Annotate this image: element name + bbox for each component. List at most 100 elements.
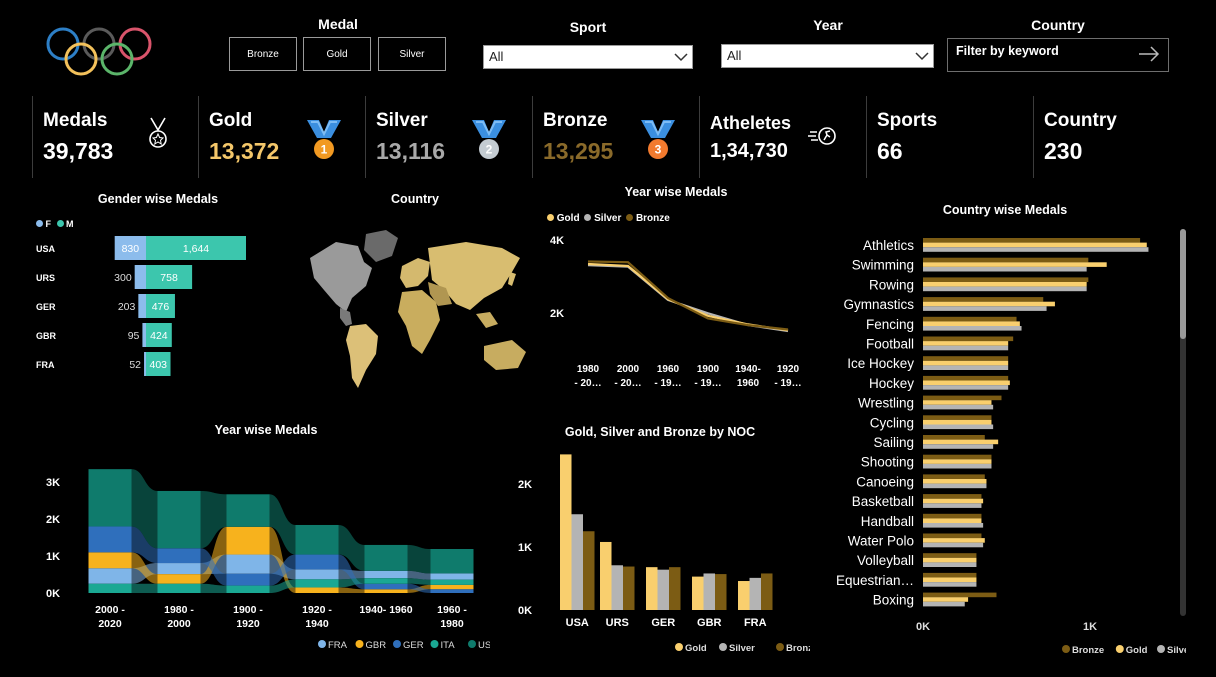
noc-xtick-label: URS (606, 617, 629, 629)
ribbon-band-usa (269, 494, 296, 555)
country-bar-bronze (923, 336, 1014, 342)
year-dropdown[interactable]: All (721, 44, 934, 68)
gender-bar-f (134, 265, 146, 289)
country-bar-gold (923, 242, 1147, 248)
country-bar-silver (923, 463, 992, 469)
ribbon-xtick-label: 1920 - (302, 604, 332, 616)
legend-silver-label: Silver (594, 213, 622, 224)
ribbon-band-gbr (200, 526, 227, 584)
map-region-central-america (340, 308, 352, 326)
silver-filter-button[interactable]: Silver (378, 37, 446, 71)
country-chart-title: Country wise Medals (942, 203, 1068, 217)
scrollbar-thumb[interactable] (1180, 229, 1186, 339)
country-chart-scrollbar[interactable] (1180, 229, 1186, 616)
year-line-legend: Gold Silver Bronze (547, 213, 670, 224)
ribbon-band-ita (407, 578, 431, 585)
noc-legend-label: Silver (729, 643, 755, 654)
chevron-down-icon (674, 53, 688, 62)
ribbon-ytick-label: 2K (46, 514, 60, 526)
country-category-label: Handball (861, 514, 914, 529)
line-xtick-label: - 19… (654, 378, 681, 389)
country-bar-silver (923, 345, 1009, 351)
ribbon-segment-ger (364, 583, 408, 590)
country-legend-label: Bronze (1072, 645, 1104, 656)
ribbon-xtick-label: 2020 (98, 618, 122, 630)
ribbon-legend-label: FRA (328, 640, 348, 651)
silver-medal-2-icon: 2 (472, 120, 506, 159)
world-map (310, 230, 526, 388)
kpi-silver-value: 13,116 (376, 138, 446, 164)
ribbon-segment-ger (157, 548, 201, 564)
kpi-sports-value: 66 (877, 138, 903, 164)
line-series-silver (587, 264, 789, 333)
country-bar-bronze (923, 572, 977, 578)
year-line-title: Year wise Medals (624, 185, 728, 199)
noc-bar-silver (749, 577, 761, 610)
country-search-input[interactable]: Filter by keyword (947, 38, 1169, 72)
bronze-filter-button[interactable]: Bronze (229, 37, 297, 71)
line-xtick-label: 1900 (697, 364, 720, 375)
country-category-label: Canoeing (856, 474, 914, 489)
ribbon-segment-fra (157, 563, 201, 575)
country-bar-gold (923, 419, 992, 425)
noc-ytick-label: 1K (518, 542, 532, 554)
ribbon-xtick-label: 1920 (236, 618, 260, 630)
noc-legend-dot (719, 643, 727, 651)
sport-filter-label: Sport (569, 19, 607, 35)
ribbon-xtick-label: 1980 - (164, 604, 194, 616)
country-bar-bronze (923, 553, 977, 558)
country-category-label: Swimming (852, 258, 914, 273)
year-ribbon-chart: 3K 2K 1K 0K 2000 - 2020 1980 - 2000 1900 - 1920 19… (46, 469, 490, 651)
ribbon-band-ita (200, 583, 227, 593)
ribbon-segment-usa (226, 494, 270, 527)
kpi-bronze-label: Bronze (543, 110, 608, 131)
noc-legend-label: Gold (685, 643, 707, 654)
sport-dropdown[interactable]: All (483, 45, 693, 69)
ribbon-title: Year wise Medals (214, 423, 318, 437)
gender-bar-chart: USA 830 1,644 URS 300 758 GER 203 476 GBR 95 424 FRA… (36, 236, 246, 376)
ribbon-segment-fra (295, 569, 339, 580)
silver-medal-badge: 2 (486, 143, 493, 157)
country-bar-gold (923, 597, 969, 602)
ribbon-ytick-label: 1K (46, 551, 60, 563)
gender-label-f: 830 (122, 243, 140, 255)
country-category-label: Rowing (869, 277, 914, 292)
ribbon-legend-dot (393, 640, 401, 648)
kpi-sports-label: Sports (877, 110, 938, 131)
map-region-middle-east (428, 282, 452, 306)
country-bar-gold (923, 282, 1087, 287)
ribbon-legend-dot (355, 640, 364, 648)
country-category-label: Boxing (873, 593, 914, 608)
country-category-label: Water Polo (848, 534, 914, 549)
country-bar-gold (923, 518, 982, 523)
gold-filter-button[interactable]: Gold (303, 37, 371, 71)
country-category-label: Basketball (852, 494, 914, 509)
gender-label-f: 300 (114, 272, 132, 284)
noc-xtick-label: USA (566, 617, 589, 629)
country-bar-bronze (923, 592, 997, 598)
noc-legend-dot (675, 643, 683, 651)
country-filter-label: Country (1031, 17, 1085, 33)
map-region-europe (400, 258, 430, 288)
gender-label-m: 1,644 (183, 243, 209, 255)
gender-category-label: URS (36, 273, 55, 283)
arrow-right-icon[interactable] (1138, 46, 1160, 62)
noc-bar-silver (571, 514, 583, 610)
country-bar-gold (923, 498, 984, 504)
line-ytick-label: 4K (550, 235, 564, 247)
noc-bar-gold (560, 454, 572, 610)
ribbon-segment-ita (157, 583, 201, 593)
country-category-label: Equestrian… (836, 573, 914, 588)
ribbon-segment-ita (295, 579, 339, 588)
country-category-label: Fencing (866, 317, 914, 332)
legend-gold-label: Gold (556, 213, 580, 224)
country-legend-dot (1115, 645, 1124, 653)
ribbon-legend-dot (430, 640, 439, 648)
country-bar-bronze (923, 415, 992, 420)
map-region-south-america (346, 324, 378, 388)
ribbon-xtick-label: 1960 - (437, 604, 467, 616)
gold-medal-1-icon: 1 (307, 120, 341, 159)
legend-m-label: M (66, 219, 74, 229)
noc-bar-silver (611, 565, 623, 610)
ribbon-segment-ita (88, 583, 132, 593)
